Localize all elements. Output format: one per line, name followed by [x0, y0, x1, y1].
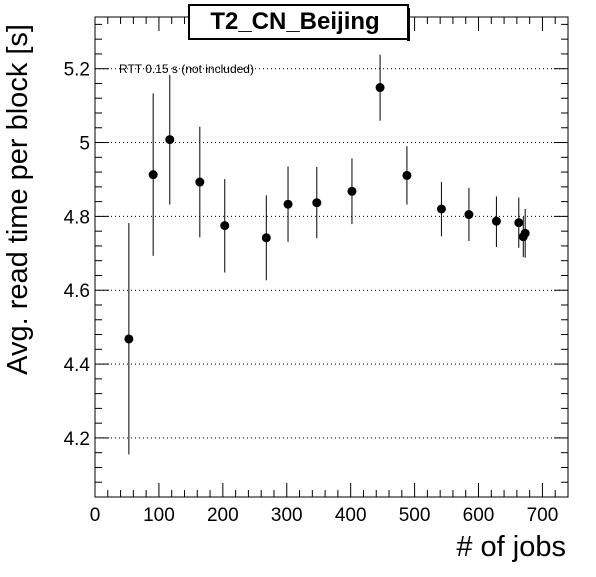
plot-frame — [94, 16, 569, 498]
data-point — [402, 170, 412, 180]
y-tick-label: 4.8 — [64, 207, 90, 228]
chart-title: T2_CN_Beijing — [210, 8, 379, 35]
data-point-group — [283, 166, 293, 242]
data-point-group — [261, 195, 271, 281]
chart-title-box: T2_CN_Beijing — [188, 4, 410, 41]
plot-frame-border — [94, 16, 569, 498]
y-tick-label: 4.2 — [64, 429, 90, 450]
data-point — [436, 204, 446, 214]
data-point-group — [165, 74, 175, 205]
data-point-group — [464, 187, 474, 242]
x-tick-label: 400 — [335, 505, 367, 526]
data-point — [312, 198, 322, 208]
chart-annotation: RTT 0.15 s (not included) — [119, 62, 254, 76]
gridlines — [95, 68, 568, 439]
x-tick-label: 700 — [527, 505, 559, 526]
tick-labels: 0 100 200 300 400 500 600 700 4.2 4.4 4.6 4.8 5 5.2 — [64, 60, 559, 526]
data-point-group — [520, 209, 530, 258]
x-axis-title: # of jobs — [456, 531, 566, 563]
data-point-group — [195, 126, 205, 238]
data-point — [514, 218, 524, 228]
data-point-group — [491, 196, 501, 248]
data-point-group — [402, 146, 412, 205]
data-point — [464, 210, 474, 220]
data-point — [261, 233, 271, 243]
x-tick-label: 600 — [463, 505, 495, 526]
data-point-group — [375, 54, 385, 121]
data-point-group — [220, 179, 230, 273]
x-tick-label: 500 — [399, 505, 431, 526]
data-points — [124, 54, 530, 455]
y-tick-label: 4.4 — [64, 355, 91, 376]
y-tick-label: 5.2 — [64, 60, 90, 81]
data-point — [124, 334, 134, 344]
data-point — [283, 199, 293, 209]
x-tick-label: 200 — [207, 505, 239, 526]
y-tick-label: 4.6 — [64, 281, 90, 302]
data-point — [347, 186, 357, 196]
title-frame — [188, 4, 409, 40]
data-point — [520, 228, 530, 238]
data-point-group — [124, 223, 134, 455]
data-point — [148, 170, 158, 180]
data-point-group — [436, 182, 446, 237]
data-point — [195, 177, 205, 187]
y-tick-label: 5 — [79, 134, 90, 155]
data-point — [165, 135, 175, 145]
data-point — [491, 216, 501, 226]
x-tick-label: 100 — [143, 505, 175, 526]
axis-ticks — [94, 17, 569, 498]
title-frame-shadow — [407, 8, 410, 41]
x-tick-label: 300 — [271, 505, 303, 526]
data-point-group — [347, 158, 357, 225]
data-point — [220, 221, 230, 231]
data-point-group — [312, 166, 322, 239]
data-point — [375, 83, 385, 93]
x-tick-label: 0 — [90, 505, 101, 526]
data-point-group — [514, 197, 524, 248]
y-axis-title: Avg. read time per block [s] — [2, 24, 34, 375]
data-point-group — [148, 93, 158, 256]
